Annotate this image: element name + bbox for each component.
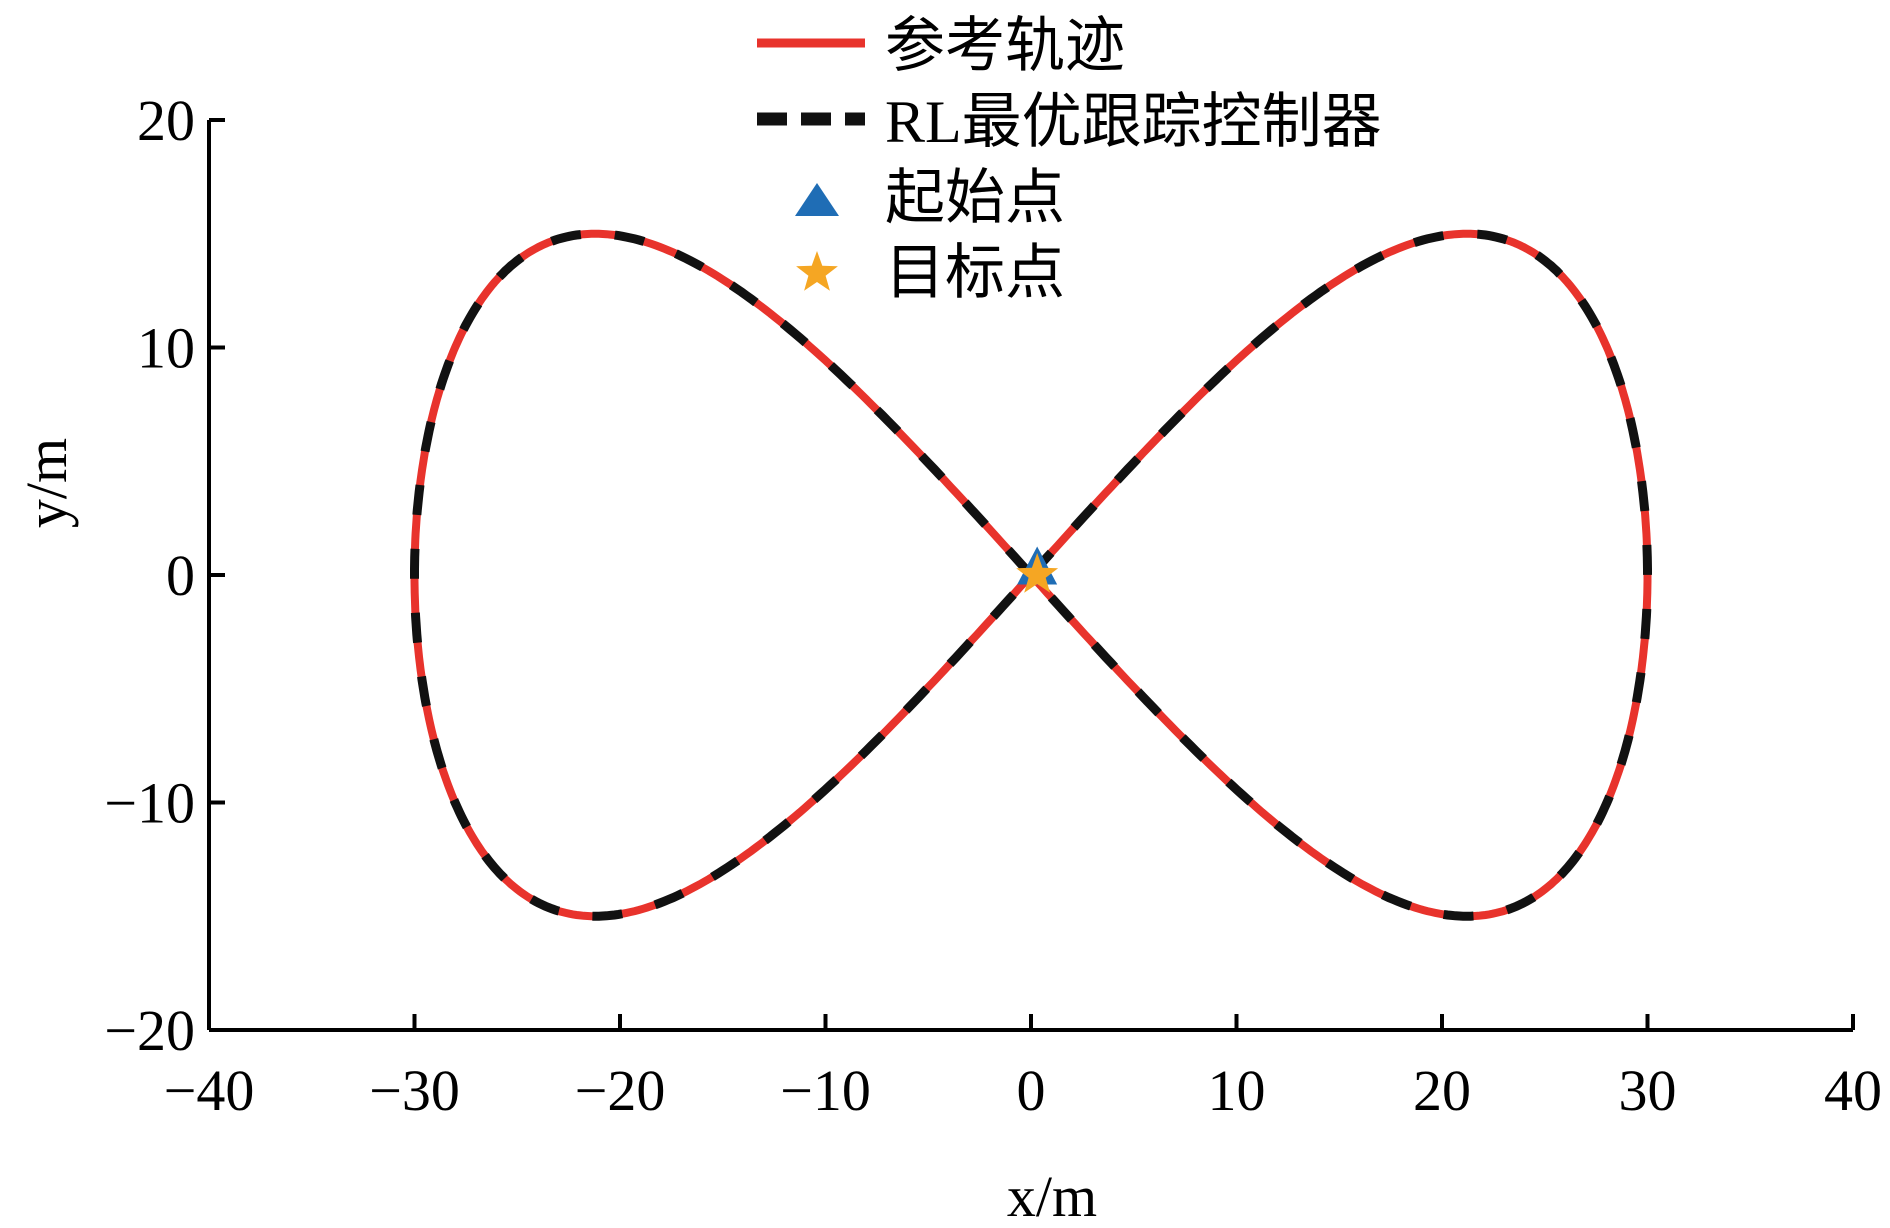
legend-label-target: 目标点 — [885, 240, 1065, 306]
y-tick-label: −10 — [104, 771, 195, 836]
x-tick-label: 40 — [1824, 1058, 1882, 1123]
target-point-star-icon — [1016, 553, 1059, 593]
markers-layer — [1016, 546, 1059, 593]
legend-start-triangle-icon — [795, 183, 839, 216]
x-tick-label: −40 — [164, 1058, 255, 1123]
x-tick-label: −30 — [369, 1058, 460, 1123]
legend-label-reference: 参考轨迹 — [885, 13, 1125, 79]
y-tick-label: 20 — [137, 88, 195, 153]
x-tick-label: 30 — [1619, 1058, 1677, 1123]
y-ticks: −20 −10 0 10 20 — [104, 88, 225, 1063]
legend: 参考轨迹 RL最优跟踪控制器 起始点 目标点 — [757, 13, 1382, 306]
legend-item-reference: 参考轨迹 — [757, 13, 1125, 79]
legend-target-star-icon — [796, 251, 838, 291]
legend-label-start: 起始点 — [885, 165, 1065, 231]
svg-text:x/m: x/m — [1007, 1164, 1097, 1228]
x-tick-label: 20 — [1413, 1058, 1471, 1123]
legend-item-target: 目标点 — [796, 240, 1065, 306]
y-tick-label: −20 — [104, 998, 195, 1063]
x-axis-label: x/m — [1007, 1164, 1097, 1228]
legend-label-rl-controller: RL最优跟踪控制器 — [885, 89, 1382, 155]
x-axis-var: x/m — [1007, 1164, 1097, 1228]
y-tick-label: 0 — [166, 543, 195, 608]
x-tick-label: −20 — [575, 1058, 666, 1123]
y-axis-var: y/m — [14, 438, 79, 528]
x-tick-label: 10 — [1208, 1058, 1266, 1123]
y-axis-label: y/m — [14, 438, 79, 528]
svg-text:y/m: y/m — [14, 438, 79, 528]
x-tick-label: 0 — [1017, 1058, 1046, 1123]
x-ticks: −40 −30 −20 −10 0 10 20 30 40 — [164, 1014, 1882, 1123]
legend-item-start: 起始点 — [795, 165, 1065, 231]
x-tick-label: −10 — [780, 1058, 871, 1123]
y-tick-label: 10 — [137, 316, 195, 381]
legend-item-rl-controller: RL最优跟踪控制器 — [757, 89, 1382, 155]
